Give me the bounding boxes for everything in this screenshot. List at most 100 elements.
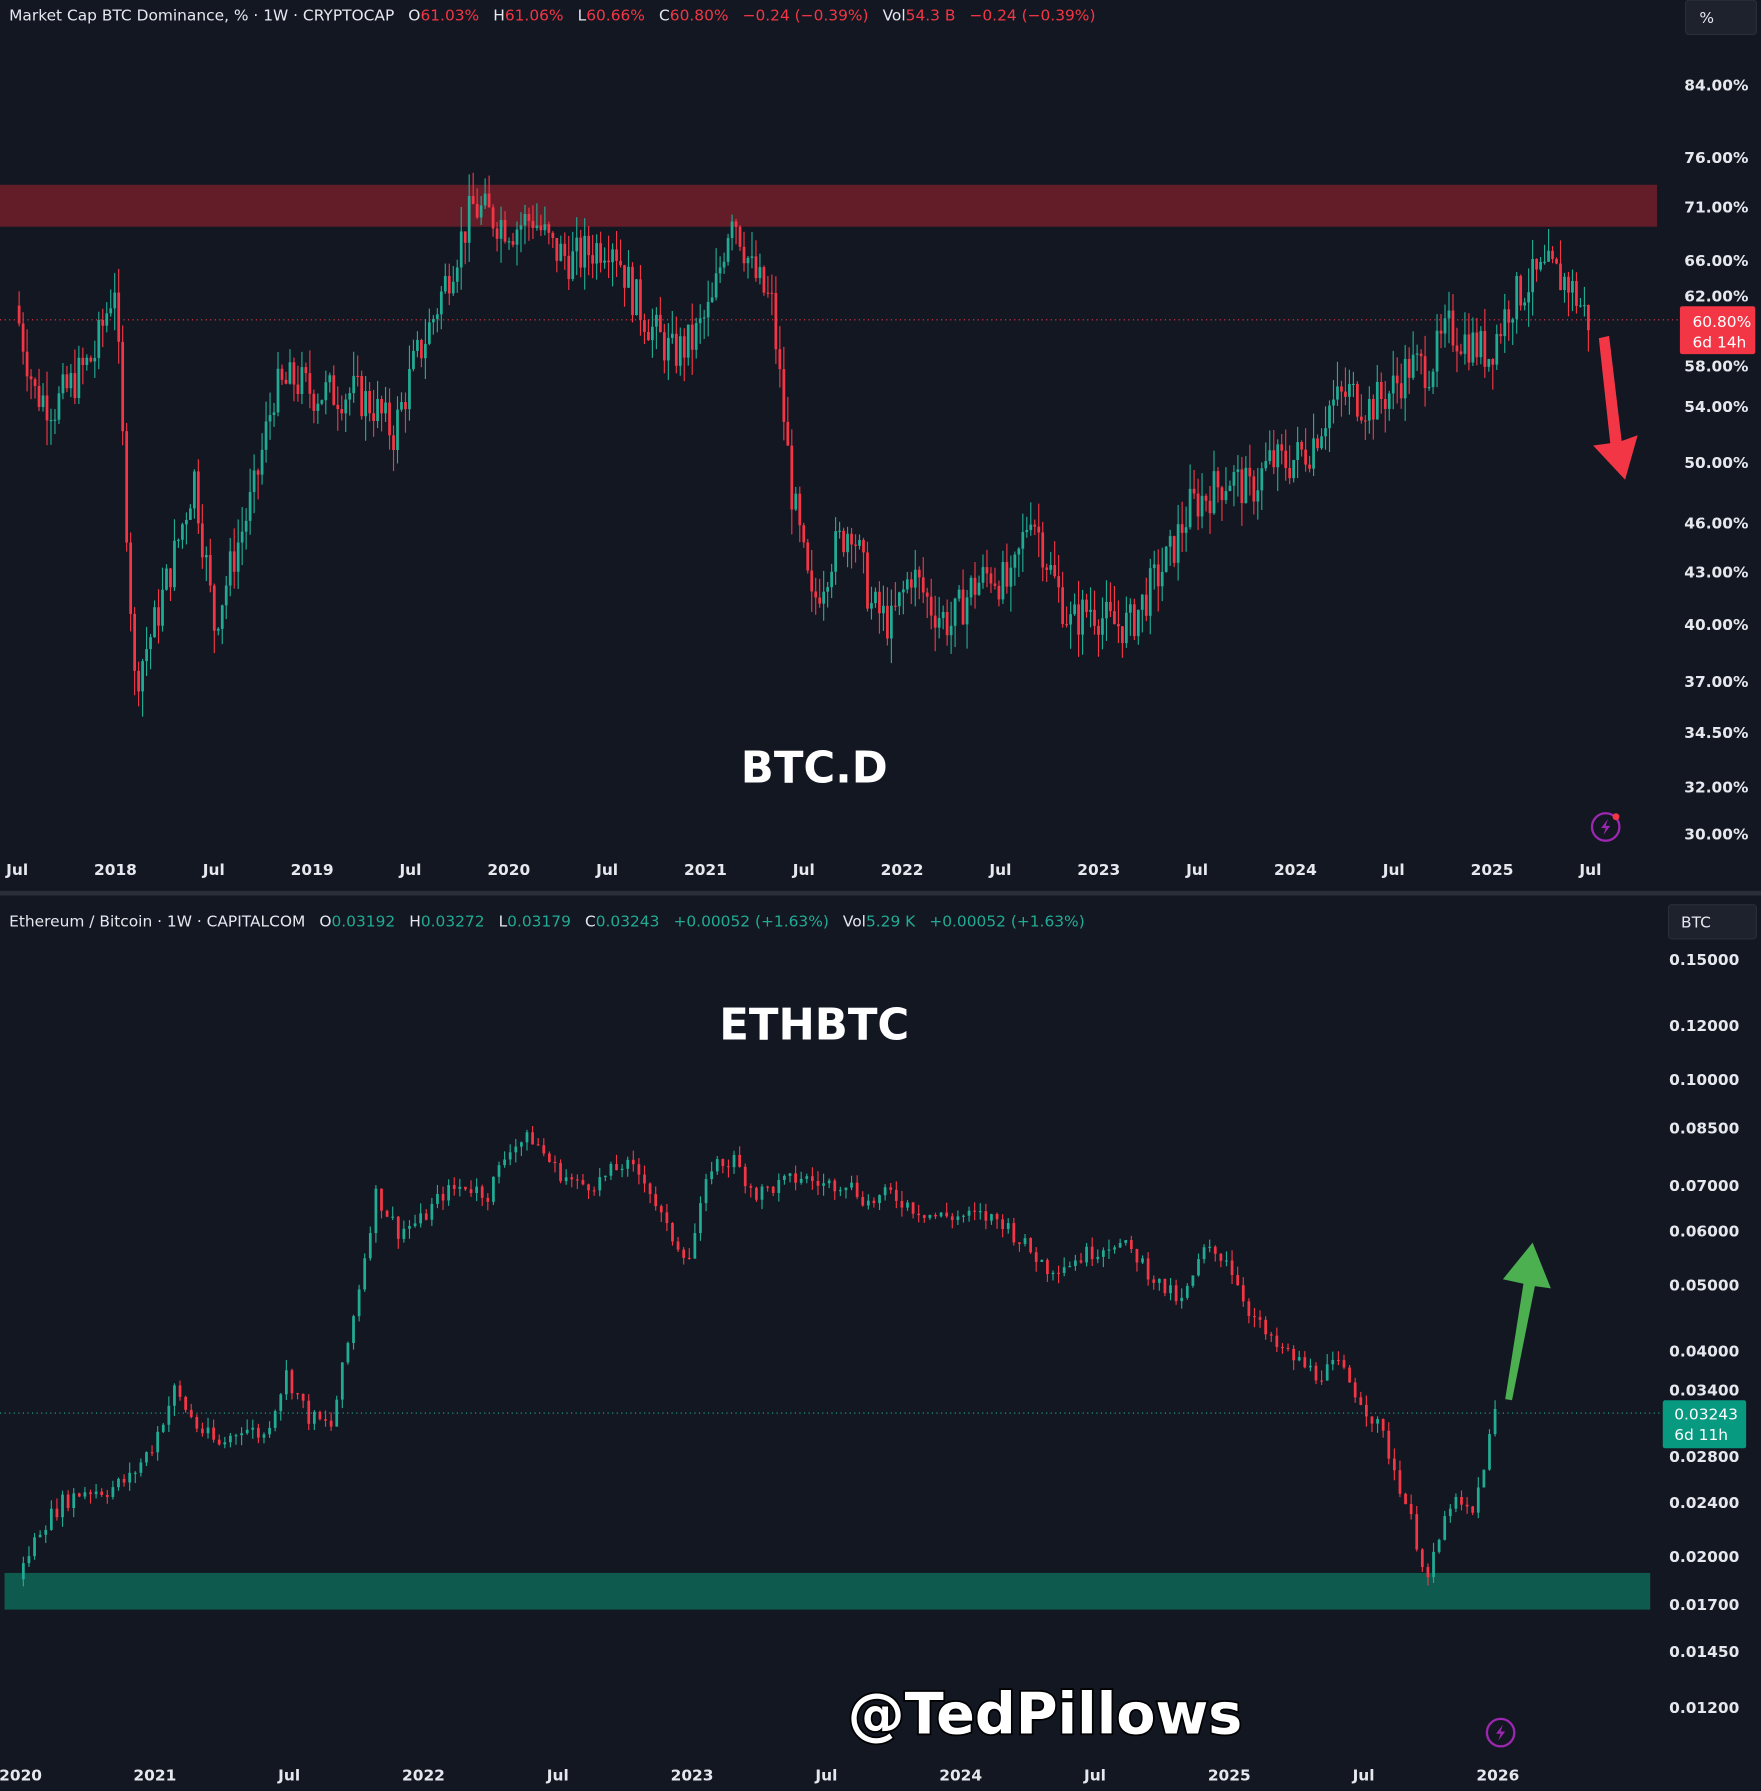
candle (766, 1185, 769, 1192)
candle (1236, 455, 1240, 497)
candle (451, 266, 455, 296)
candle (1132, 598, 1136, 641)
candle (854, 534, 857, 563)
candle (1256, 467, 1260, 520)
candle (670, 310, 674, 344)
candle (1276, 439, 1280, 492)
candle (1135, 1248, 1139, 1272)
candle (571, 231, 575, 282)
x-tick-label: Jul (1352, 1767, 1375, 1785)
candle (111, 1480, 115, 1500)
candle (133, 1471, 137, 1484)
candle (340, 395, 344, 421)
candle (771, 1185, 775, 1197)
candle (531, 205, 535, 239)
candle (846, 526, 849, 568)
candle (519, 212, 523, 253)
candle (592, 1186, 596, 1196)
candle (527, 207, 531, 241)
candle (981, 554, 985, 589)
candle (1046, 1258, 1049, 1282)
y-tick-label: 46.00% (1684, 515, 1748, 533)
lightning-icon[interactable] (1590, 812, 1621, 842)
candle (945, 1202, 949, 1218)
candle (1575, 272, 1578, 314)
scale-mode-button[interactable]: % (1685, 0, 1758, 35)
candle (280, 364, 284, 385)
candle (212, 1419, 215, 1443)
candle (1244, 456, 1248, 504)
candle (508, 1144, 512, 1166)
candle (726, 233, 730, 266)
candle (1437, 1538, 1441, 1554)
x-tick-label: 2023 (671, 1767, 714, 1785)
candle (1547, 228, 1550, 262)
time-axis[interactable]: Jul 2018 Jul 2019 Jul 2020 Jul 2021 Jul 2022 Jul 20… (5, 861, 1601, 879)
candle (1204, 493, 1208, 512)
price-axis[interactable]: 0.15000 0.12000 0.10000 0.08500 0.07000 0.060… (1669, 951, 1739, 1717)
candle (1348, 1365, 1351, 1383)
candle (760, 1184, 764, 1210)
candle (257, 1423, 260, 1444)
candle (1236, 1266, 1240, 1286)
candle (77, 1492, 81, 1498)
candle (455, 259, 459, 293)
candle (655, 307, 658, 350)
candle (1012, 1217, 1016, 1246)
candle (1340, 380, 1343, 417)
candle (581, 1173, 585, 1186)
candle (694, 317, 698, 359)
y-tick-label: 0.10000 (1669, 1071, 1739, 1089)
candle (921, 557, 925, 604)
candle (332, 365, 336, 406)
candle (511, 232, 515, 248)
candle (1213, 1245, 1217, 1262)
candle (1057, 1265, 1060, 1284)
candle (939, 1211, 943, 1218)
candle (469, 1180, 473, 1197)
candle (1523, 297, 1527, 311)
candle (304, 362, 308, 382)
x-tick-label: 2023 (1077, 861, 1120, 879)
candle (308, 350, 312, 409)
candle (674, 316, 678, 374)
candle (575, 1174, 579, 1190)
scale-mode-button[interactable]: BTC (1667, 904, 1758, 940)
candle (922, 1214, 926, 1223)
y-tick-label: 50.00% (1684, 454, 1748, 472)
candle (595, 234, 599, 280)
candle (535, 203, 539, 231)
candle (419, 1203, 423, 1228)
candle (742, 231, 746, 272)
candle (822, 1173, 825, 1196)
candle (687, 1248, 691, 1260)
candle (312, 389, 316, 424)
price-axis[interactable]: 84.00% 76.00% 71.00% 66.00% 62.00% 58.00% 54.0… (1684, 76, 1748, 843)
candle (169, 567, 172, 601)
lightning-icon[interactable] (1485, 1717, 1516, 1748)
candle (483, 178, 487, 210)
candle (1163, 1278, 1167, 1297)
y-tick-label: 37.00% (1684, 673, 1748, 691)
candle (1074, 1254, 1077, 1271)
candle (953, 597, 957, 648)
candle (1316, 434, 1319, 452)
time-axis[interactable]: 2020 2021 Jul 2022 Jul 2023 Jul 2024 Jul 2025 Jul 2… (0, 1767, 1519, 1785)
candle (364, 376, 368, 441)
candle (1200, 473, 1204, 529)
candle (1352, 371, 1355, 398)
candle (654, 1186, 658, 1211)
ethbtc-pane[interactable]: Ethereum / Bitcoin · 1W · CAPITALCOM O0.… (0, 904, 1758, 1785)
candle (1443, 304, 1447, 348)
x-tick-label: 2026 (1476, 1767, 1519, 1785)
btcd-pane[interactable]: Market Cap BTC Dominance, % · 1W · CRYPT… (0, 0, 1758, 879)
candle (487, 175, 491, 208)
candle (161, 567, 164, 632)
candle (208, 538, 212, 593)
candle (38, 1530, 42, 1538)
candle (842, 527, 845, 557)
candle (1312, 413, 1315, 476)
candle (29, 369, 33, 400)
candle (1197, 1253, 1200, 1277)
